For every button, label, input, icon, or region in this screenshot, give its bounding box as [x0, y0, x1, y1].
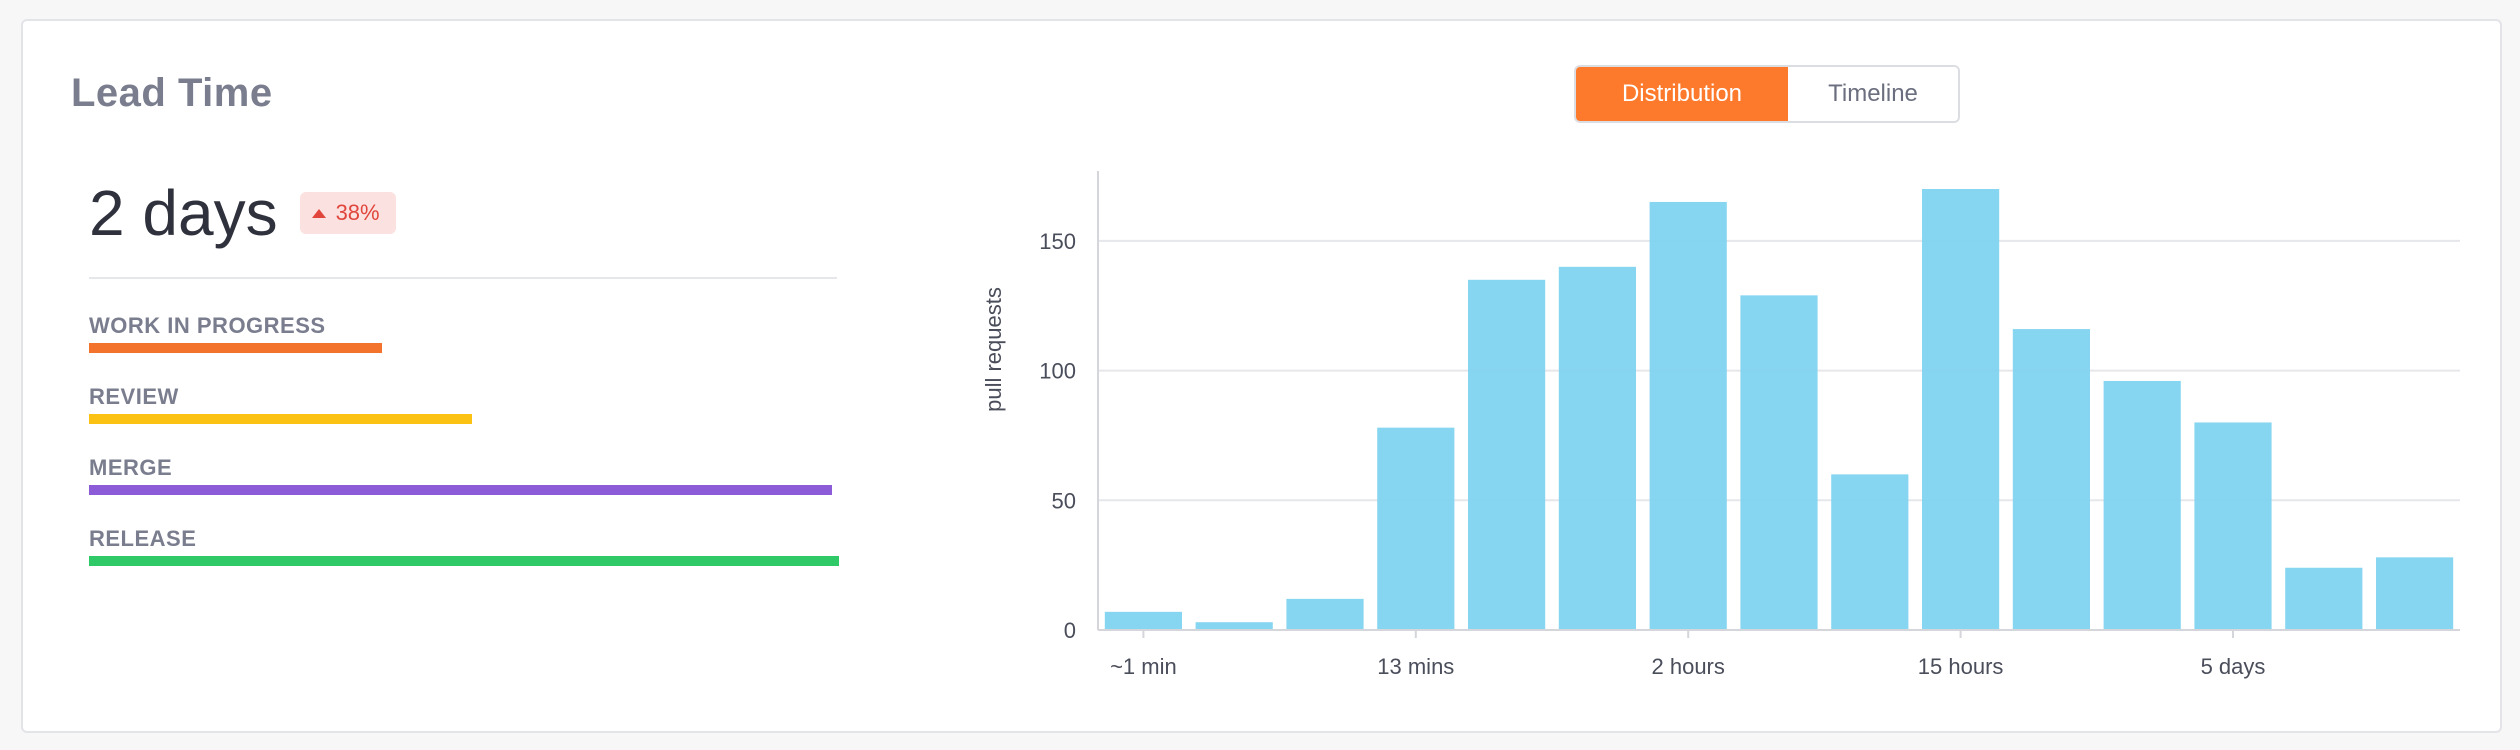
y-tick-label: 0 [1064, 618, 1076, 643]
stage-bar [89, 556, 839, 566]
stage-work-in-progress: WORK IN PROGRESS [89, 313, 839, 384]
tab-distribution[interactable]: Distribution [1576, 67, 1788, 121]
x-tick-label: 13 mins [1377, 654, 1454, 679]
x-tick-label: 15 hours [1918, 654, 2004, 679]
lead-time-value: 2 days [89, 177, 278, 249]
triangle-up-icon [311, 208, 326, 218]
lead-time-summary: 2 days 38% [89, 181, 396, 245]
y-tick-label: 50 [1052, 488, 1076, 513]
y-tick-label: 150 [1039, 229, 1076, 254]
bar [1468, 279, 1546, 630]
bar [1104, 611, 1182, 630]
bar [1377, 427, 1455, 630]
bar [2012, 329, 2090, 630]
stage-label: MERGE [89, 455, 173, 480]
stage-release: RELEASE [89, 526, 839, 597]
stage-review: REVIEW [89, 384, 839, 455]
bar [1286, 598, 1364, 630]
x-tick-label: 5 days [2201, 654, 2266, 679]
change-percent: 38% [335, 200, 380, 225]
stage-label: RELEASE [89, 526, 197, 551]
x-tick-label: 2 hours [1652, 654, 1725, 679]
lead-time-card: Lead Time 2 days 38% WORK IN PROGRESS RE… [21, 19, 2502, 733]
stage-label: REVIEW [89, 384, 179, 409]
change-badge: 38% [299, 192, 396, 234]
bar [2194, 422, 2272, 630]
bar [1831, 474, 1909, 630]
bar [1195, 622, 1273, 630]
distribution-chart: 0 50 100 150 ~1 min 13 mins 2 hours 15 hours 5 d… [981, 171, 2460, 679]
stage-bar [89, 485, 832, 495]
card-title: Lead Time [71, 71, 273, 115]
y-tick-label: 100 [1039, 359, 1076, 384]
bar [2376, 557, 2454, 630]
stage-bar [89, 414, 472, 424]
stage-bar [89, 343, 382, 353]
bar [2103, 380, 2181, 630]
stage-merge: MERGE [89, 455, 839, 526]
bar [1558, 266, 1636, 630]
bar [1649, 201, 1727, 630]
bar [2285, 567, 2363, 630]
bar [1922, 189, 2000, 630]
x-tick-label: ~1 min [1110, 654, 1177, 679]
divider [89, 277, 837, 279]
tab-timeline[interactable]: Timeline [1788, 67, 1958, 121]
bar [1740, 295, 1818, 630]
stage-breakdown: WORK IN PROGRESS REVIEW MERGE RELEASE [89, 313, 839, 597]
y-axis-label: pull requests [981, 287, 1006, 412]
stage-label: WORK IN PROGRESS [89, 313, 326, 338]
view-toggle: Distribution Timeline [1574, 65, 1960, 123]
